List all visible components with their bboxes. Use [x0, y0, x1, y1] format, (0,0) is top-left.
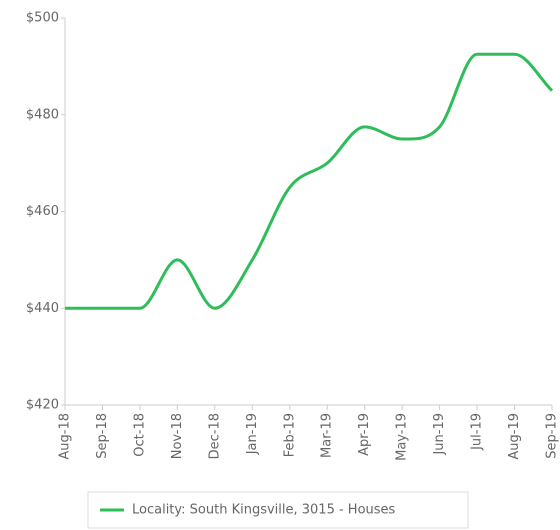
series-line — [64, 52, 554, 310]
x-tick-label: Nov-18 — [170, 413, 185, 459]
y-tick-label: $480 — [26, 107, 59, 122]
legend-label: Locality: South Kingsville, 3015 - House… — [132, 503, 396, 518]
x-tick-label: Oct-18 — [132, 413, 147, 457]
y-tick-label: $440 — [26, 301, 59, 316]
x-tick-label: Feb-19 — [282, 413, 297, 457]
x-tick-label: Jul-19 — [470, 413, 485, 451]
x-tick-label: May-19 — [395, 413, 410, 461]
y-tick-label: $420 — [26, 398, 59, 413]
x-tick-label: Sep-19 — [545, 413, 560, 459]
x-tick-label: Aug-19 — [507, 413, 522, 460]
x-tick-label: Sep-18 — [95, 413, 110, 459]
y-tick-label: $460 — [26, 204, 59, 219]
legend-box — [87, 491, 469, 529]
x-tick-label: Jun-19 — [432, 413, 447, 456]
y-tick-label: $500 — [26, 11, 59, 26]
x-tick-label: Jan-19 — [245, 413, 260, 455]
x-tick-label: Apr-19 — [357, 413, 372, 456]
x-tick-label: Mar-19 — [320, 413, 335, 458]
x-tick-label: Dec-18 — [207, 413, 222, 459]
x-tick-label: Aug-18 — [58, 413, 73, 460]
